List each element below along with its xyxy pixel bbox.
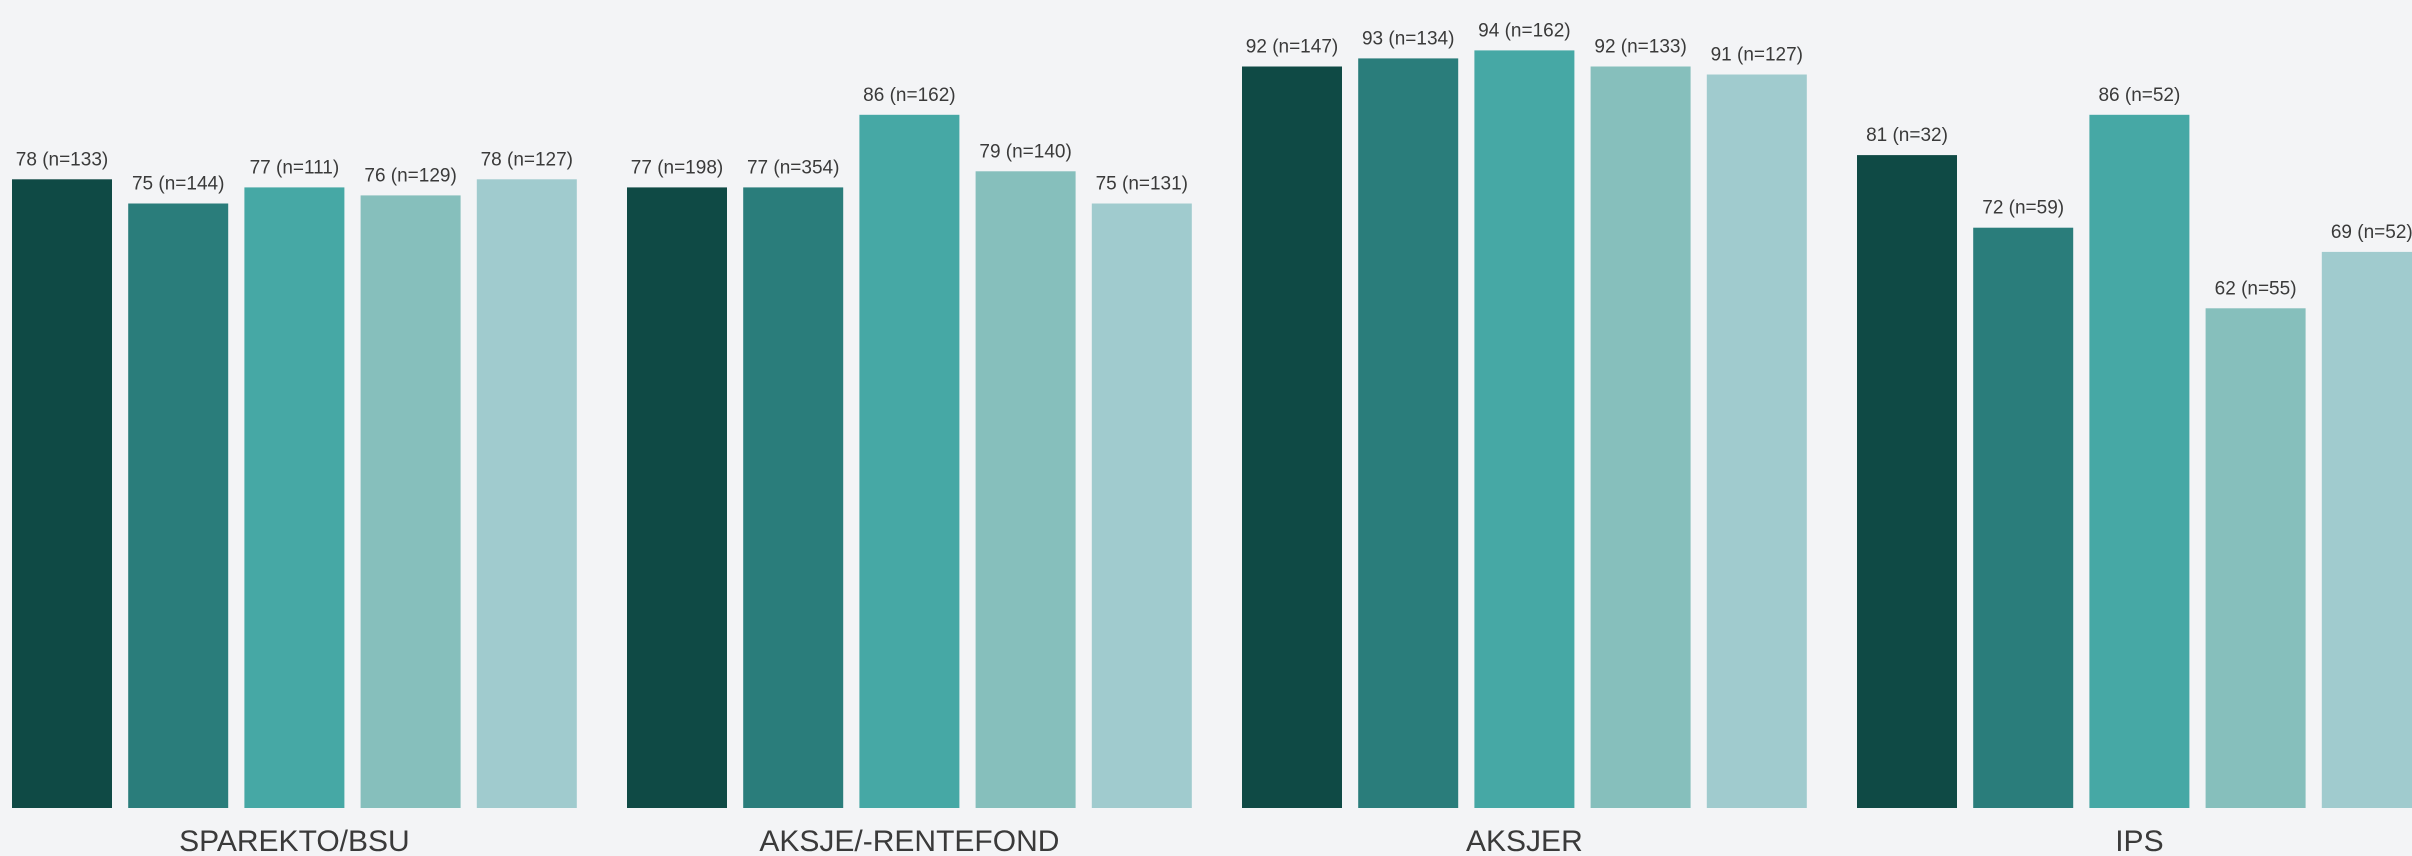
bar-value-label-3-5: 91 (n=127) [1711, 45, 1803, 66]
bar-value-label-3-1: 92 (n=147) [1246, 37, 1338, 58]
bar-value-label-2-4: 79 (n=140) [979, 141, 1071, 162]
bar-1-1 [12, 179, 112, 809]
bar-value-label-3-4: 92 (n=133) [1594, 37, 1686, 58]
category-label-2: AKSJE/-RENTEFOND [759, 825, 1059, 856]
category-label-3: AKSJER [1466, 825, 1583, 856]
bar-3-5 [1706, 74, 1807, 808]
bar-1-5 [476, 179, 577, 809]
bar-value-label-2-3: 86 (n=162) [863, 85, 955, 106]
bar-4-4 [2205, 308, 2306, 808]
bar-4-2 [1973, 227, 2074, 808]
bar-value-label-1-3: 77 (n=111) [250, 157, 340, 178]
category-label-4: IPS [2115, 825, 2163, 856]
bar-3-1 [1242, 66, 1342, 808]
bar-value-label-4-3: 86 (n=52) [2098, 85, 2180, 106]
bar-value-label-4-4: 62 (n=55) [2215, 278, 2297, 299]
bar-value-label-1-5: 78 (n=127) [481, 149, 573, 170]
bar-2-3 [859, 114, 960, 809]
bar-value-label-4-2: 72 (n=59) [1982, 198, 2064, 219]
bar-2-1 [627, 187, 727, 808]
bar-4-3 [2089, 114, 2190, 809]
bar-value-label-4-1: 81 (n=32) [1866, 125, 1948, 146]
bar-1-2 [128, 203, 229, 808]
bar-3-3 [1474, 50, 1575, 808]
category-label-1: SPAREKTO/BSU [179, 825, 410, 856]
bar-4-5 [2321, 251, 2412, 808]
bar-2-2 [743, 187, 844, 808]
bar-value-label-2-2: 77 (n=354) [747, 157, 839, 178]
bar-value-label-3-2: 93 (n=134) [1362, 28, 1454, 49]
bar-2-5 [1091, 203, 1192, 808]
bar-1-3 [244, 187, 345, 808]
bar-value-label-1-2: 75 (n=144) [132, 174, 224, 195]
bar-1-4 [360, 195, 461, 808]
bar-3-2 [1358, 58, 1459, 808]
bar-value-label-1-4: 76 (n=129) [364, 165, 456, 186]
bar-value-label-2-5: 75 (n=131) [1096, 174, 1188, 195]
bar-value-label-2-1: 77 (n=198) [631, 157, 723, 178]
bar-3-4 [1590, 66, 1691, 808]
bar-4-1 [1857, 155, 1957, 809]
bar-2-4 [975, 171, 1076, 809]
bar-value-label-3-3: 94 (n=162) [1478, 20, 1570, 41]
bar-value-label-1-1: 78 (n=133) [16, 149, 108, 170]
bar-value-label-4-5: 69 (n=52) [2331, 222, 2412, 243]
